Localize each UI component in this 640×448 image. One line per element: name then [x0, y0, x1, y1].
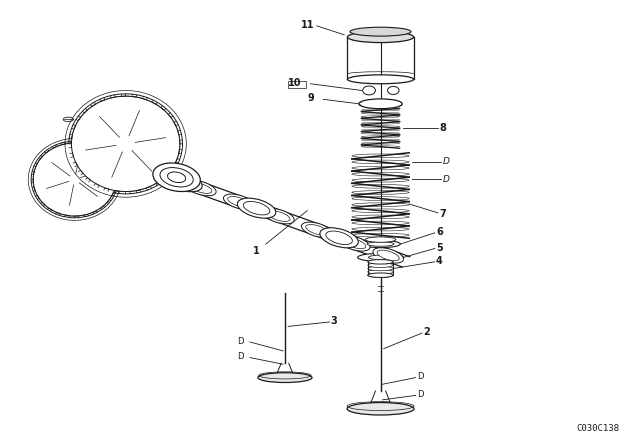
- Ellipse shape: [369, 255, 393, 260]
- Ellipse shape: [33, 143, 116, 216]
- Ellipse shape: [347, 403, 414, 415]
- Bar: [288, 81, 306, 88]
- Text: 9: 9: [307, 94, 314, 103]
- Text: 8: 8: [439, 123, 446, 133]
- Text: 10: 10: [288, 78, 301, 88]
- Ellipse shape: [170, 175, 196, 189]
- Ellipse shape: [348, 31, 413, 43]
- Text: D: D: [237, 352, 244, 361]
- Ellipse shape: [350, 27, 411, 36]
- Ellipse shape: [367, 242, 394, 246]
- Ellipse shape: [160, 168, 193, 187]
- Ellipse shape: [368, 273, 394, 277]
- Ellipse shape: [237, 198, 276, 218]
- Ellipse shape: [153, 163, 200, 192]
- Text: 6: 6: [436, 228, 443, 237]
- Ellipse shape: [359, 99, 402, 109]
- Text: C030C138: C030C138: [577, 424, 620, 433]
- Ellipse shape: [339, 236, 370, 251]
- Ellipse shape: [258, 373, 312, 383]
- Text: 2: 2: [423, 327, 430, 337]
- Ellipse shape: [243, 202, 270, 215]
- Ellipse shape: [344, 238, 366, 249]
- Ellipse shape: [348, 75, 413, 84]
- Text: 1: 1: [253, 246, 260, 256]
- Ellipse shape: [368, 266, 394, 271]
- Ellipse shape: [228, 197, 250, 207]
- Ellipse shape: [377, 250, 399, 261]
- Ellipse shape: [326, 231, 353, 245]
- Ellipse shape: [168, 172, 186, 183]
- Ellipse shape: [363, 86, 376, 95]
- Ellipse shape: [361, 241, 400, 248]
- Ellipse shape: [373, 248, 403, 263]
- Ellipse shape: [268, 211, 290, 221]
- Ellipse shape: [186, 181, 216, 196]
- Ellipse shape: [368, 273, 394, 277]
- Ellipse shape: [358, 254, 403, 261]
- Ellipse shape: [164, 172, 202, 192]
- Ellipse shape: [264, 208, 294, 224]
- Ellipse shape: [306, 224, 328, 235]
- Ellipse shape: [368, 270, 394, 274]
- Ellipse shape: [301, 222, 332, 237]
- Text: D: D: [417, 390, 423, 399]
- Text: 11: 11: [301, 20, 314, 30]
- Text: D: D: [237, 336, 244, 345]
- Text: 4: 4: [436, 256, 443, 267]
- Ellipse shape: [388, 86, 399, 95]
- Ellipse shape: [189, 183, 212, 194]
- Ellipse shape: [368, 260, 394, 264]
- Text: D: D: [442, 175, 449, 184]
- Ellipse shape: [72, 96, 180, 191]
- Text: 5: 5: [436, 243, 443, 253]
- Ellipse shape: [320, 228, 358, 248]
- Text: 7: 7: [439, 209, 446, 219]
- Text: 3: 3: [331, 316, 337, 326]
- Text: D: D: [417, 372, 423, 381]
- Ellipse shape: [365, 237, 396, 242]
- Ellipse shape: [223, 194, 254, 209]
- Text: D: D: [442, 157, 449, 166]
- Ellipse shape: [368, 263, 394, 267]
